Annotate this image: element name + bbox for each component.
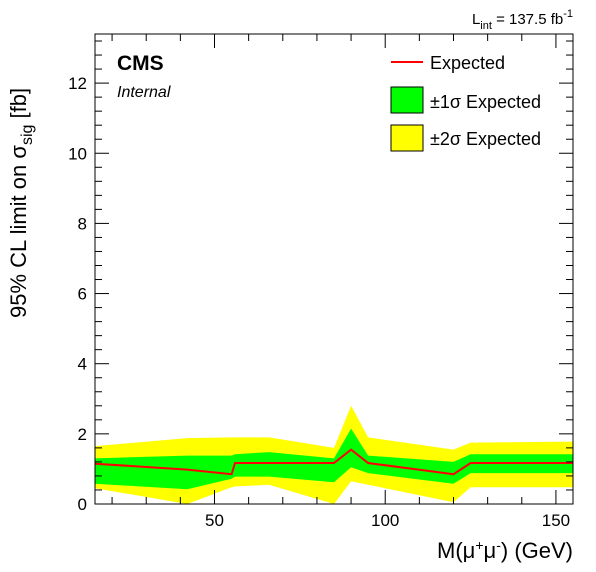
axis-ticks: 50 100 150 0 2 4 6 8 10 12 [68,34,573,530]
legend-expected-label: Expected [430,53,505,73]
expected-line-layer [94,448,573,476]
internal-label: Internal [117,84,171,101]
cms-label: CMS [117,52,164,75]
y-tick-label: 10 [68,144,87,163]
y-tick-label: 0 [78,495,87,514]
y-axis-title: 95% CL limit on σsig [fb] [6,88,36,318]
legend-one-sigma-label: ±1σ Expected [430,92,541,112]
legend-two-sigma-swatch [390,124,424,152]
legend-two-sigma-label: ±2σ Expected [430,129,541,149]
y-tick-label: 2 [78,425,87,444]
x-tick-label: 50 [205,511,224,530]
legend-one-sigma-swatch [390,86,424,114]
x-tick-label: 150 [542,511,570,530]
bands-layer [95,405,573,504]
y-tick-label: 6 [78,285,87,304]
plot-frame [94,33,574,505]
expected-line [94,448,573,476]
legend: Expected ±1σ Expected ±2σ Expected [390,53,541,152]
y-tick-label: 8 [78,214,87,233]
y-tick-label: 12 [68,74,87,93]
y-tick-label: 4 [78,355,87,374]
x-axis-title: M(μ+μ-) (GeV) [437,537,573,563]
lumi-label: Lint = 137.5 fb-1 [472,8,573,32]
x-tick-label: 100 [371,511,399,530]
